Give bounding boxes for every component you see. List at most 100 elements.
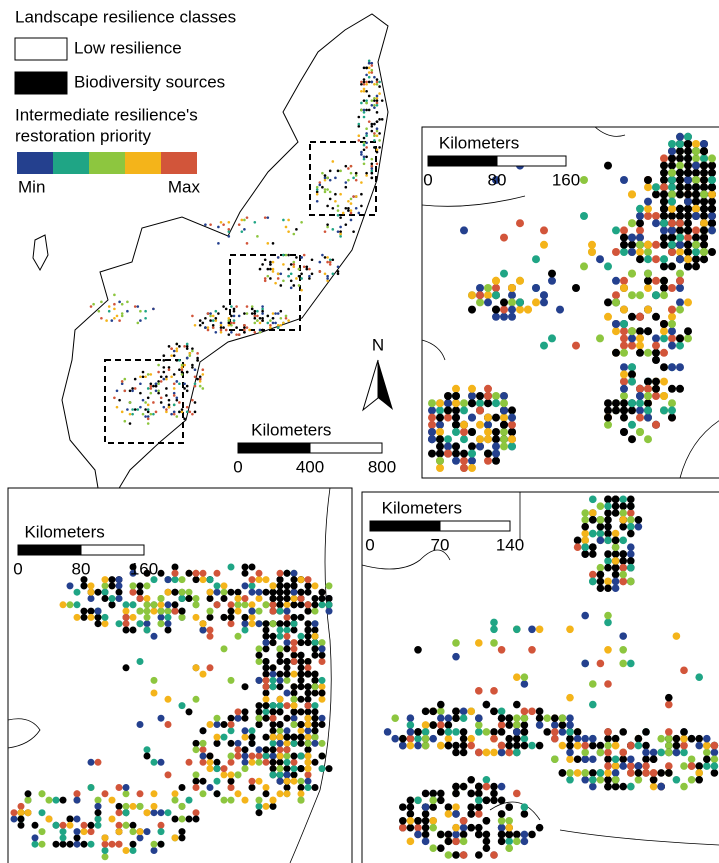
hex-cell	[644, 392, 652, 400]
hex-cell	[298, 696, 305, 703]
hex-cell	[619, 783, 627, 791]
hex-cell	[680, 742, 688, 750]
hex-cell	[676, 147, 684, 155]
hex-cell	[269, 319, 272, 322]
hex-cell	[60, 822, 67, 829]
hex-cell	[660, 198, 668, 206]
hex-cell	[235, 589, 242, 596]
hex-cell	[475, 721, 483, 729]
hex-cell	[95, 797, 102, 804]
hex-cell	[490, 639, 498, 647]
hex-cell	[673, 742, 681, 750]
hex-cell	[285, 254, 288, 257]
hex-cell	[508, 306, 516, 314]
hex-cell	[684, 262, 692, 270]
hex-cell	[612, 776, 620, 784]
hex-cell	[581, 543, 589, 551]
hex-cell	[88, 614, 95, 621]
hex-cell	[521, 742, 529, 750]
hex-cell	[144, 408, 147, 411]
hex-cell	[660, 291, 668, 299]
hex-cell	[158, 570, 165, 577]
hex-cell	[123, 664, 130, 671]
hex-cell	[256, 715, 263, 722]
map-figure: Landscape resilience classes Low resilie…	[0, 0, 719, 863]
hex-cell	[220, 326, 223, 329]
hex-cell	[668, 219, 676, 227]
hex-cell	[329, 179, 332, 182]
hex-cell	[298, 595, 305, 602]
hex-cell	[319, 721, 326, 728]
hex-cell	[130, 803, 137, 810]
hex-cell	[692, 212, 700, 220]
hex-cell	[233, 310, 236, 313]
hex-cell	[305, 771, 312, 778]
hex-cell	[363, 83, 366, 86]
hex-cell	[251, 305, 254, 308]
hex-cell	[604, 162, 612, 170]
hex-cell	[619, 523, 627, 531]
hex-cell	[284, 595, 291, 602]
hex-cell	[298, 778, 305, 785]
hex-cell	[604, 646, 612, 654]
hex-cell	[263, 746, 270, 753]
hex-cell	[284, 633, 291, 640]
hex-cell	[581, 550, 589, 558]
hex-cell	[263, 664, 270, 671]
hex-cell	[620, 342, 628, 350]
hex-cell	[597, 769, 605, 777]
hex-cell	[365, 127, 368, 130]
hex-cell	[536, 625, 544, 633]
hex-cell	[628, 327, 636, 335]
hex-cell	[303, 265, 306, 268]
hex-cell	[199, 380, 202, 383]
hex-cell	[676, 169, 684, 177]
hex-cell	[636, 399, 644, 407]
hex-cell	[612, 742, 620, 750]
hex-cell	[619, 564, 627, 572]
hex-cell	[492, 442, 500, 450]
hex-cell	[165, 627, 172, 634]
hex-cell	[660, 262, 668, 270]
hex-cell	[246, 305, 249, 308]
hex-cell	[566, 721, 574, 729]
hex-cell	[589, 783, 597, 791]
hex-cell	[259, 331, 262, 334]
hex-cell	[111, 319, 114, 322]
hex-cell	[559, 721, 567, 729]
hex-cell	[270, 589, 277, 596]
hex-cell	[90, 305, 93, 308]
hex-cell	[67, 582, 74, 589]
hex-cell	[532, 284, 540, 292]
hex-cell	[516, 219, 524, 227]
hex-cell	[428, 435, 436, 443]
hex-cell	[665, 762, 673, 770]
hex-cell	[635, 742, 643, 750]
hex-cell	[695, 769, 703, 777]
hex-cell	[214, 765, 221, 772]
hex-cell	[665, 735, 673, 743]
hex-cell	[163, 354, 166, 357]
hex-cell	[628, 370, 636, 378]
hex-cell	[612, 550, 620, 558]
hex-cell	[181, 411, 184, 414]
hex-cell	[665, 694, 673, 702]
hex-cell	[373, 134, 376, 137]
hex-cell	[644, 385, 652, 393]
hex-cell	[524, 306, 532, 314]
hex-cell	[604, 557, 612, 565]
hex-cell	[270, 765, 277, 772]
hex-cell	[445, 810, 453, 818]
hex-cell	[604, 406, 612, 414]
hex-cell	[684, 327, 692, 335]
hex-cell	[711, 749, 719, 757]
hex-cell	[261, 329, 264, 332]
hex-cell	[329, 191, 332, 194]
hex-cell	[363, 144, 366, 147]
hex-cell	[53, 841, 60, 848]
hex-cell	[319, 696, 326, 703]
hex-cell	[476, 284, 484, 292]
hex-cell	[284, 620, 291, 627]
hex-cell	[437, 844, 445, 852]
hex-cell	[291, 753, 298, 760]
